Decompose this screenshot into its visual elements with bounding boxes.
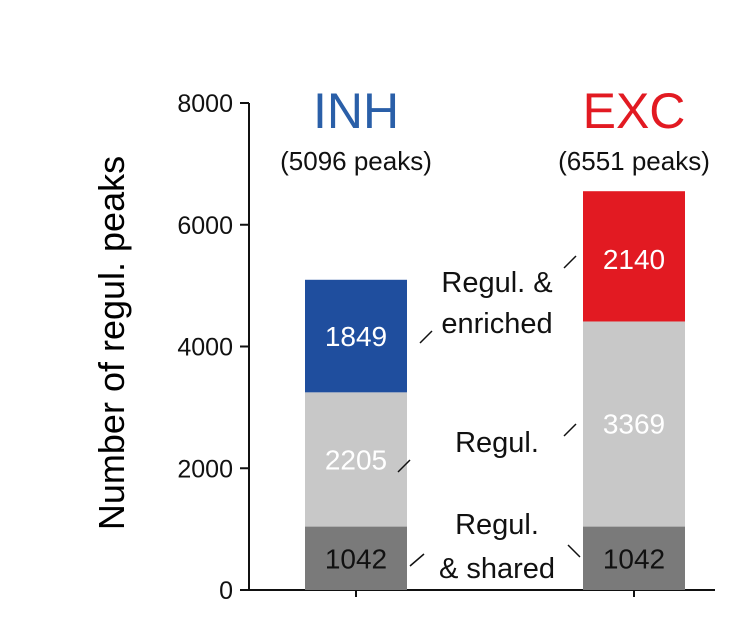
annotation-text: enriched [441,308,552,340]
bar-segment [305,279,407,393]
connector-line [563,255,577,269]
bars [305,191,685,590]
group-total-label: (5096 peaks) [280,146,432,176]
bar-segment [583,321,685,527]
connector-line [563,423,577,437]
annotation-text: Regul. [455,427,539,459]
bar-value-label: 2205 [325,444,387,475]
bar-segment [305,526,407,590]
connector-line [419,330,433,344]
bar-value-label: 1042 [325,543,387,574]
group-name-label: EXC [583,83,686,139]
y-tick-label: 0 [219,577,233,605]
y-tick-label: 6000 [177,212,233,240]
annotation-text: Regul. & [441,267,552,299]
labels: 1042 2205 1849 INH (5096 peaks) 1042 3369 2140 E… [280,83,710,585]
bar-value-label: 3369 [603,408,665,439]
axes: 0 2000 4000 6000 8000 Number of regul. peaks [91,90,715,605]
bar-segment [305,392,407,527]
connector-line [397,459,411,473]
bar-value-label: 1849 [325,321,387,352]
bar-value-label: 1042 [603,543,665,574]
annotation-text: & shared [439,553,555,585]
y-tick-label: 8000 [177,90,233,118]
bar-segment [583,191,685,322]
connector-line [409,553,425,567]
group-name-label: INH [313,83,399,139]
connector-line [567,544,581,558]
bar-value-label: 2140 [603,244,665,275]
y-axis-label: Number of regul. peaks [91,156,132,530]
annotation-text: Regul. [455,509,539,541]
y-tick-label: 2000 [177,455,233,483]
bar-segment [583,526,685,590]
group-total-label: (6551 peaks) [558,146,710,176]
y-tick-label: 4000 [177,334,233,362]
